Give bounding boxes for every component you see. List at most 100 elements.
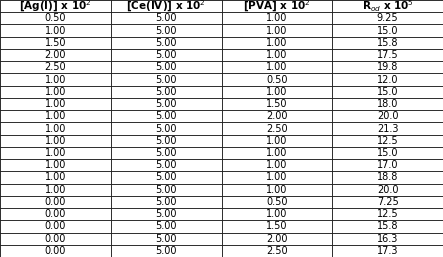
Text: 1.00: 1.00 [266, 185, 288, 195]
Bar [222, 74, 332, 86]
Text: 0.00: 0.00 [45, 234, 66, 244]
Bar [222, 86, 332, 98]
Bar [332, 24, 443, 37]
Bar [332, 74, 443, 86]
Text: 12.5: 12.5 [377, 136, 398, 146]
Bar [0, 98, 111, 110]
Text: 1.00: 1.00 [45, 136, 66, 146]
Text: 5.00: 5.00 [155, 172, 177, 182]
Bar [111, 24, 222, 37]
Bar [0, 183, 111, 196]
Bar [332, 220, 443, 233]
Text: 1.00: 1.00 [45, 185, 66, 195]
Bar [0, 208, 111, 220]
Text: 15.8: 15.8 [377, 221, 398, 231]
Bar [332, 0, 443, 12]
Bar [111, 61, 222, 74]
Bar [332, 86, 443, 98]
Text: 5.00: 5.00 [155, 38, 177, 48]
Bar [222, 208, 332, 220]
Bar [222, 110, 332, 122]
Text: 18.8: 18.8 [377, 172, 398, 182]
Text: 5.00: 5.00 [155, 99, 177, 109]
Text: R$_{od}$ x 10$^{5}$: R$_{od}$ x 10$^{5}$ [361, 0, 414, 14]
Text: 18.0: 18.0 [377, 99, 398, 109]
Text: 1.00: 1.00 [45, 172, 66, 182]
Bar [222, 183, 332, 196]
Bar [111, 122, 222, 135]
Bar [332, 49, 443, 61]
Bar [222, 245, 332, 257]
Text: 20.0: 20.0 [377, 185, 398, 195]
Bar [111, 110, 222, 122]
Bar [332, 110, 443, 122]
Text: 1.00: 1.00 [266, 172, 288, 182]
Bar [111, 147, 222, 159]
Bar [111, 12, 222, 24]
Bar [222, 98, 332, 110]
Bar [111, 208, 222, 220]
Bar [332, 135, 443, 147]
Bar [0, 171, 111, 183]
Bar [222, 220, 332, 233]
Bar [332, 98, 443, 110]
Bar [222, 12, 332, 24]
Bar [222, 24, 332, 37]
Text: 1.00: 1.00 [45, 26, 66, 36]
Bar [222, 196, 332, 208]
Bar [222, 233, 332, 245]
Bar [111, 0, 222, 12]
Text: 1.00: 1.00 [266, 160, 288, 170]
Text: 1.00: 1.00 [266, 50, 288, 60]
Bar [0, 135, 111, 147]
Bar [222, 147, 332, 159]
Bar [222, 122, 332, 135]
Text: 15.0: 15.0 [377, 26, 398, 36]
Text: 0.00: 0.00 [45, 209, 66, 219]
Text: [PVA] x 10$^{2}$: [PVA] x 10$^{2}$ [243, 0, 311, 14]
Bar [0, 110, 111, 122]
Text: 21.3: 21.3 [377, 124, 398, 133]
Bar [0, 61, 111, 74]
Text: 1.00: 1.00 [266, 148, 288, 158]
Text: 17.5: 17.5 [377, 50, 398, 60]
Bar [332, 159, 443, 171]
Bar [222, 135, 332, 147]
Bar [0, 220, 111, 233]
Bar [332, 171, 443, 183]
Text: 19.8: 19.8 [377, 62, 398, 72]
Bar [111, 245, 222, 257]
Text: 0.00: 0.00 [45, 246, 66, 256]
Text: 5.00: 5.00 [155, 62, 177, 72]
Bar [332, 37, 443, 49]
Bar [0, 245, 111, 257]
Text: 0.50: 0.50 [266, 75, 288, 85]
Text: 7.25: 7.25 [377, 197, 399, 207]
Text: 1.50: 1.50 [266, 99, 288, 109]
Text: 5.00: 5.00 [155, 246, 177, 256]
Text: 20.0: 20.0 [377, 111, 398, 121]
Text: 1.00: 1.00 [266, 209, 288, 219]
Bar [222, 37, 332, 49]
Text: 1.00: 1.00 [45, 160, 66, 170]
Bar [332, 61, 443, 74]
Text: 2.00: 2.00 [266, 234, 288, 244]
Text: 9.25: 9.25 [377, 13, 398, 23]
Text: 5.00: 5.00 [155, 87, 177, 97]
Bar [111, 74, 222, 86]
Bar [332, 147, 443, 159]
Text: 5.00: 5.00 [155, 111, 177, 121]
Bar [111, 135, 222, 147]
Text: 1.00: 1.00 [45, 111, 66, 121]
Text: 5.00: 5.00 [155, 209, 177, 219]
Bar [332, 233, 443, 245]
Text: 1.50: 1.50 [266, 221, 288, 231]
Text: [Ce(IV)] x 10$^{2}$: [Ce(IV)] x 10$^{2}$ [126, 0, 206, 14]
Text: 1.00: 1.00 [45, 124, 66, 133]
Bar [0, 24, 111, 37]
Bar [0, 74, 111, 86]
Bar [111, 159, 222, 171]
Bar [111, 37, 222, 49]
Bar [222, 49, 332, 61]
Text: 0.00: 0.00 [45, 221, 66, 231]
